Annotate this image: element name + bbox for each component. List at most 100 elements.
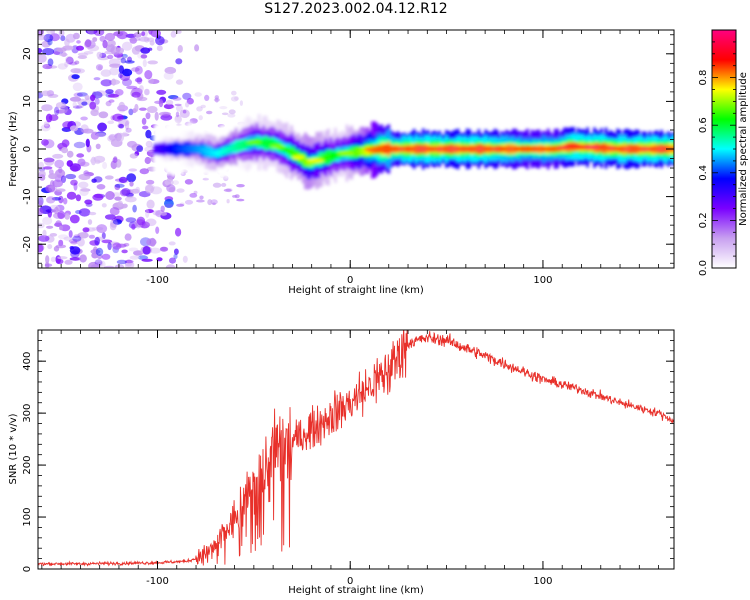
heatmap-ridge-layer bbox=[153, 114, 674, 190]
heatmap-noise-cell bbox=[44, 157, 55, 166]
heatmap-ridge-cell bbox=[202, 146, 206, 155]
heatmap-noise-cell bbox=[107, 242, 112, 251]
heatmap-noise-cell bbox=[58, 234, 69, 240]
heatmap-ridge-cell bbox=[220, 147, 224, 156]
heatmap-noise-cell bbox=[104, 214, 116, 220]
heatmap-noise-cell bbox=[236, 198, 245, 202]
heatmap-noise-cell bbox=[69, 214, 80, 224]
heatmap-x-tick-label: -100 bbox=[146, 275, 169, 286]
heatmap-noise-cell bbox=[90, 131, 99, 140]
heatmap-noise-cell bbox=[204, 94, 210, 101]
heatmap-noise-cell bbox=[115, 132, 122, 142]
heatmap-ridge-cell bbox=[230, 144, 233, 152]
heatmap-noise-cell bbox=[145, 129, 152, 139]
heatmap-noise-cell bbox=[72, 101, 77, 109]
heatmap-noise-cell bbox=[63, 236, 73, 241]
heatmap-ridge-cell bbox=[364, 147, 367, 155]
heatmap-noise-cell bbox=[73, 182, 78, 191]
heatmap-noise-cell bbox=[158, 99, 164, 108]
heatmap-noise-cell bbox=[80, 188, 91, 192]
heatmap-ridge-cell bbox=[283, 146, 286, 153]
heatmap-noise-cell bbox=[88, 211, 97, 216]
heatmap-noise-cell bbox=[177, 45, 183, 53]
heatmap-noise-cell bbox=[121, 41, 133, 51]
heatmap-noise-cell bbox=[200, 104, 206, 109]
snr-line-layer bbox=[38, 330, 674, 567]
heatmap-noise-cell bbox=[124, 233, 132, 241]
heatmap-ridge-cell bbox=[206, 147, 210, 156]
heatmap-ridge-cell bbox=[357, 148, 361, 156]
heatmap-noise-cell bbox=[80, 161, 90, 167]
snr-x-tick-label: 0 bbox=[347, 576, 353, 587]
heatmap-noise-cell bbox=[100, 260, 106, 268]
heatmap-noise-cell bbox=[230, 96, 239, 102]
heatmap-noise-cell bbox=[212, 182, 222, 188]
heatmap-noise-cell bbox=[47, 58, 54, 66]
heatmap-noise-cell bbox=[55, 244, 67, 249]
heatmap-noise-cell bbox=[135, 186, 141, 194]
heatmap-noise-cell bbox=[213, 98, 220, 102]
heatmap-noise-cell bbox=[173, 253, 178, 260]
heatmap-noise-cell bbox=[164, 66, 177, 75]
heatmap-ridge-cell bbox=[188, 145, 192, 153]
heatmap-noise-cell bbox=[88, 234, 95, 239]
heatmap-noise-cell bbox=[69, 257, 82, 261]
heatmap-ridge-cell bbox=[195, 145, 199, 154]
heatmap-noise-cell bbox=[145, 184, 154, 194]
heatmap-peak bbox=[337, 151, 355, 155]
snr-frame bbox=[37, 329, 675, 570]
heatmap-noise-cell bbox=[137, 255, 149, 260]
heatmap-ridge-cell bbox=[223, 146, 226, 155]
heatmap-noise-cell bbox=[122, 131, 128, 137]
heatmap-ridge-cell bbox=[167, 145, 171, 153]
heatmap-noise-cell bbox=[53, 51, 60, 55]
heatmap-ridge-cell bbox=[160, 144, 164, 154]
heatmap-ridge-cell bbox=[352, 148, 356, 156]
heatmap-noise-cell bbox=[97, 254, 103, 260]
colorbar: 0.0 0.2 0.4 0.6 0.8 Normalized spectral ampl… bbox=[698, 29, 749, 276]
heatmap-ridge-cell bbox=[213, 150, 217, 157]
heatmap-noise-cell bbox=[64, 61, 69, 68]
heatmap-noise-cell bbox=[145, 218, 157, 227]
heatmap-ridge-cell bbox=[236, 142, 240, 151]
heatmap-noise-cell bbox=[40, 124, 51, 132]
snr-x-axis-label: Height of straight line (km) bbox=[288, 585, 424, 596]
heatmap-ridge-cell bbox=[269, 139, 273, 148]
heatmap-noise-cell bbox=[69, 246, 81, 255]
heatmap-noise-cell bbox=[77, 232, 89, 239]
heatmap-noise-cell bbox=[135, 65, 143, 75]
heatmap-noise-cell bbox=[110, 219, 118, 228]
heatmap-peak bbox=[291, 155, 305, 160]
heatmap-noise-cell bbox=[198, 115, 203, 121]
heatmap-ridge-cell bbox=[239, 141, 243, 150]
heatmap-noise-cell bbox=[104, 175, 114, 180]
heatmap-noise-cell bbox=[202, 177, 209, 181]
heatmap-ridge-cell bbox=[306, 158, 310, 166]
heatmap-noise-cell bbox=[129, 181, 134, 187]
heatmap-noise-cell bbox=[105, 100, 112, 107]
heatmap-noise-cell bbox=[207, 199, 213, 206]
heatmap-noise-cell bbox=[58, 53, 68, 57]
heatmap-noise-cell bbox=[164, 203, 174, 208]
heatmap-ridge-cell bbox=[197, 145, 201, 154]
heatmap-noise-cell bbox=[70, 240, 79, 245]
heatmap-ridge-cell bbox=[218, 148, 222, 157]
heatmap-noise-cell bbox=[130, 188, 140, 194]
heatmap-noise-cell bbox=[103, 265, 115, 268]
heatmap-noise-cell bbox=[152, 210, 161, 216]
heatmap-noise-cell bbox=[104, 32, 116, 41]
heatmap-noise-cell bbox=[147, 77, 154, 85]
heatmap-noise-cell bbox=[141, 31, 146, 36]
snr-x-tick-label: 100 bbox=[533, 576, 552, 587]
heatmap-y-tick-label: 0 bbox=[22, 146, 33, 152]
snr-y-tick-label: 100 bbox=[22, 507, 33, 526]
heatmap-noise-cell bbox=[147, 47, 153, 51]
heatmap-noise-cell bbox=[154, 111, 159, 121]
heatmap-noise-cell bbox=[134, 77, 143, 83]
heatmap-noise-cell bbox=[77, 237, 85, 247]
heatmap-noise-cell bbox=[46, 225, 54, 229]
heatmap-noise-cell bbox=[142, 246, 151, 255]
heatmap-noise-cell bbox=[78, 181, 89, 189]
heatmap-noise-cell bbox=[184, 179, 193, 185]
heatmap-noise-cell bbox=[61, 147, 69, 154]
